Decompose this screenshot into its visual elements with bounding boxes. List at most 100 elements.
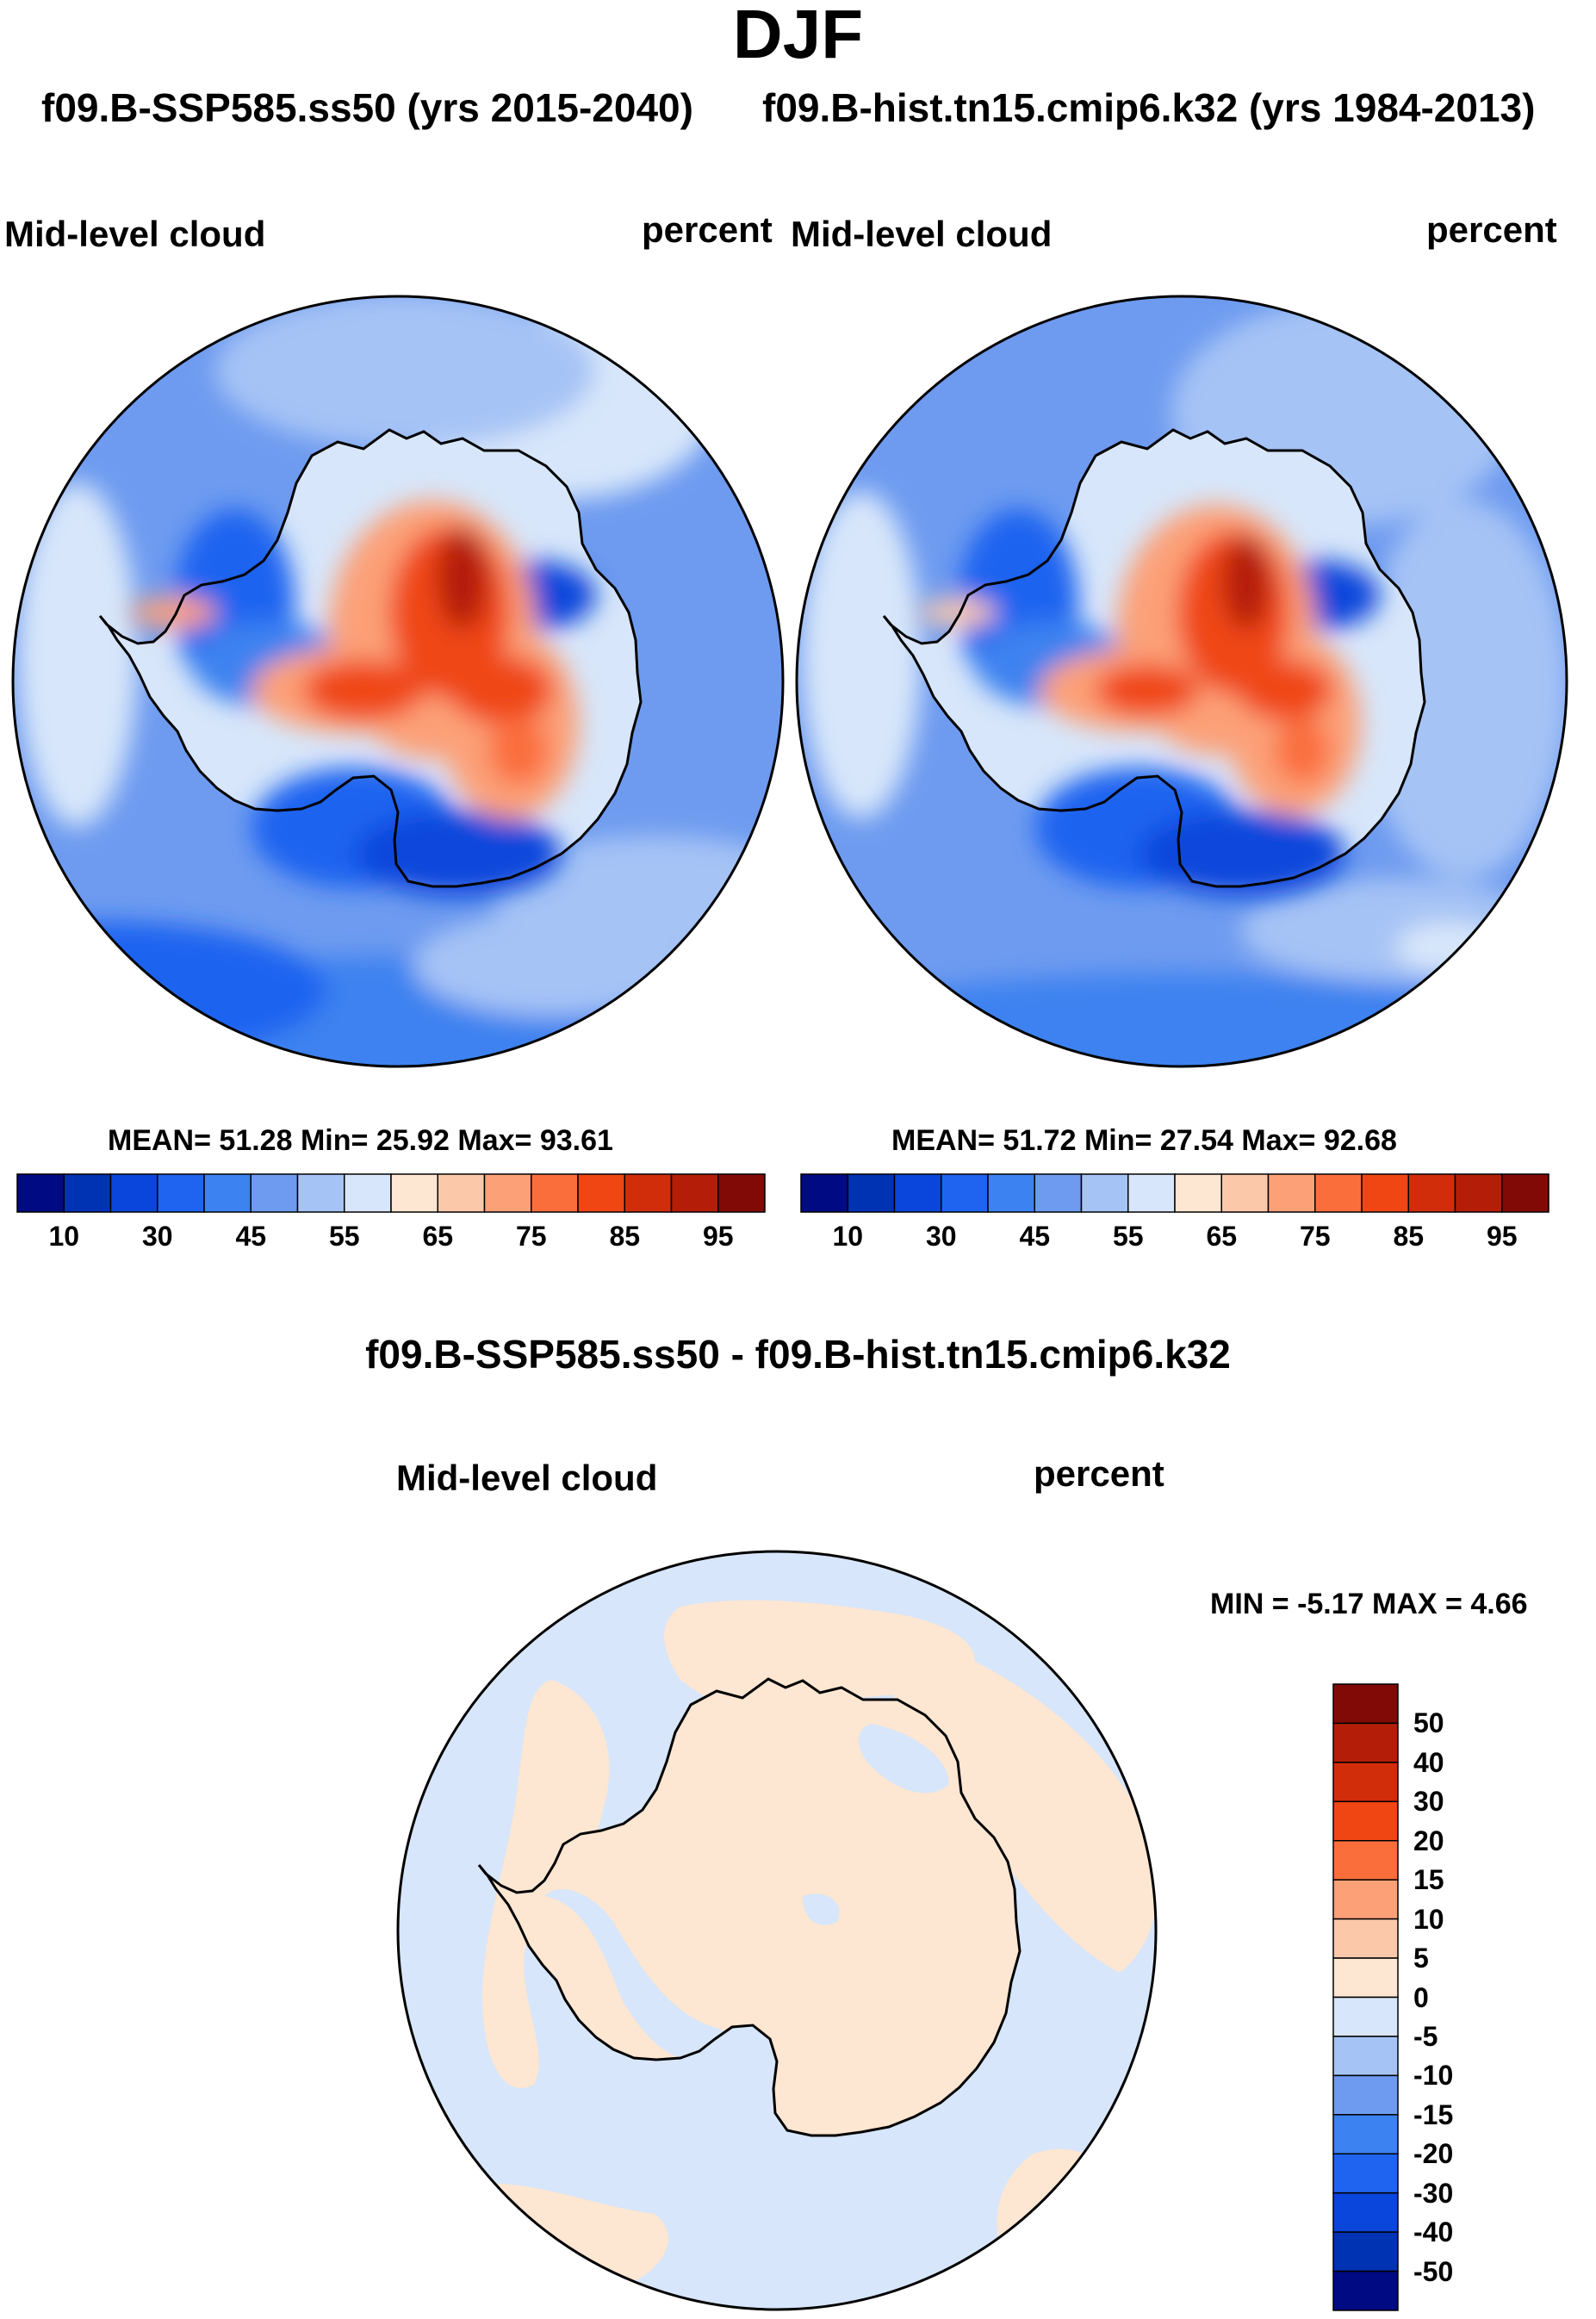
colorbar1-swatch: [63, 1173, 112, 1213]
colorbar2-swatch: [1407, 1173, 1456, 1213]
panel1-units-label: percent: [642, 209, 773, 250]
colorbar3-swatch: [1332, 1957, 1399, 1999]
colorbar3-swatch: [1332, 1683, 1399, 1725]
colorbar2-swatch: [1080, 1173, 1129, 1213]
figure-title: DJF: [732, 0, 864, 72]
colorbar1-swatch: [624, 1173, 673, 1213]
panel1-max-label: Max=: [457, 1124, 532, 1157]
colorbar3-tick-label: 10: [1413, 1903, 1444, 1935]
colorbar3-tick-label: -20: [1413, 2138, 1454, 2170]
panel2-variable-label: Mid-level cloud: [791, 214, 1053, 254]
colorbar1-tick-label: 30: [141, 1221, 173, 1252]
panel2-min-label: Min=: [1084, 1124, 1152, 1157]
colorbar3-tick-label: -40: [1413, 2216, 1454, 2248]
colorbar3-tick-label: 50: [1413, 1707, 1444, 1739]
colorbar3-tick-label: 5: [1413, 1943, 1429, 1974]
colorbar2-tick-label: 45: [1019, 1221, 1051, 1252]
panel-title-hist: f09.B-hist.tn15.cmip6.k32 (yrs 1984-2013…: [762, 85, 1536, 130]
colorbar2-tick-label: 10: [832, 1221, 864, 1252]
colorbar2-swatch: [1314, 1173, 1363, 1213]
colorbar2-tick-label: 85: [1393, 1221, 1425, 1252]
panel1-min-value: 25.92: [376, 1124, 450, 1157]
map-panel-difference: [396, 1550, 1158, 2311]
colorbar1-tick-label: 55: [328, 1221, 360, 1252]
colorbar3-tick-label: 20: [1413, 1825, 1444, 1856]
colorbar3-swatch: [1332, 1722, 1399, 1763]
panel2-mean-label: MEAN=: [891, 1124, 995, 1157]
panel2-max-label: Max=: [1241, 1124, 1316, 1157]
colorbar1-swatch: [16, 1173, 65, 1213]
colorbar3-tick-label: 15: [1413, 1864, 1444, 1896]
panel1-mean-value: 51.28: [219, 1124, 293, 1157]
colorbar2-swatch: [1267, 1173, 1316, 1213]
panel1-mean-label: MEAN=: [108, 1124, 211, 1157]
colorbar2-swatch: [1220, 1173, 1270, 1213]
colorbar1-swatch: [577, 1173, 625, 1213]
colorbar1-swatch: [344, 1173, 392, 1213]
colorbar2-tick-label: 30: [925, 1221, 957, 1252]
colorbar2-swatch: [847, 1173, 896, 1213]
colorbar2-swatch: [1361, 1173, 1409, 1213]
colorbar3-tick-label: -50: [1413, 2255, 1454, 2287]
diff-panel-title: f09.B-SSP585.ss50 - f09.B-hist.tn15.cmip…: [365, 1332, 1231, 1377]
colorbar2-swatch: [800, 1173, 848, 1213]
map2-antarctica-field: [882, 428, 1426, 897]
colorbar1-swatch: [390, 1173, 438, 1213]
colorbar3-swatch: [1332, 2114, 1399, 2154]
map-panel-ssp585: [11, 295, 785, 1068]
colorbar3-swatch: [1332, 1918, 1399, 1959]
panel1-variable-label: Mid-level cloud: [4, 214, 266, 254]
colorbar2-tick-label: 95: [1486, 1221, 1518, 1252]
colorbar1: [16, 1173, 766, 1213]
colorbar1-tick-label: 95: [702, 1221, 734, 1252]
panel3-min-value: -5.17: [1297, 1588, 1364, 1620]
colorbar3-tick-label: -15: [1413, 2098, 1454, 2130]
colorbar3-tick-label: 30: [1413, 1786, 1444, 1818]
colorbar1-swatch: [483, 1173, 532, 1213]
colorbar1-swatch: [250, 1173, 299, 1213]
map2-outline: [795, 295, 1568, 1068]
colorbar2-swatch: [1454, 1173, 1503, 1213]
colorbar2: [800, 1173, 1549, 1213]
colorbar1-swatch: [717, 1173, 766, 1213]
colorbar2-swatch: [893, 1173, 942, 1213]
panel2-stats: MEAN= 51.72 Min= 27.54 Max= 92.68: [891, 1124, 1397, 1158]
panel3-variable-label: Mid-level cloud: [396, 1458, 658, 1498]
colorbar3-tick-label: -30: [1413, 2177, 1454, 2209]
panel3-units-label: percent: [1034, 1453, 1164, 1494]
colorbar1-swatch: [296, 1173, 345, 1213]
colorbar1-swatch: [109, 1173, 158, 1213]
colorbar1-swatch: [670, 1173, 719, 1213]
panel1-min-label: Min=: [300, 1124, 369, 1157]
colorbar3-swatch: [1332, 2270, 1399, 2311]
colorbar3: [1332, 1683, 1399, 2311]
colorbar2-swatch: [1501, 1173, 1549, 1213]
colorbar3-swatch: [1332, 1840, 1399, 1881]
colorbar3-swatch: [1332, 2231, 1399, 2272]
colorbar2-tick-label: 75: [1299, 1221, 1331, 1252]
map1-antarctica-field: [98, 428, 643, 897]
panel1-max-value: 93.61: [539, 1124, 613, 1157]
colorbar3-tick-label: -5: [1413, 2020, 1438, 2052]
panel-title-ssp585: f09.B-SSP585.ss50 (yrs 2015-2040): [41, 85, 693, 130]
colorbar3-swatch: [1332, 1762, 1399, 1803]
colorbar3-tick-label: -10: [1413, 2060, 1454, 2092]
panel1-stats: MEAN= 51.28 Min= 25.92 Max= 93.61: [108, 1124, 613, 1158]
colorbar1-swatch: [157, 1173, 205, 1213]
map3-outline: [396, 1550, 1158, 2311]
panel3-max-label: MAX =: [1372, 1588, 1462, 1620]
colorbar1-tick-label: 75: [515, 1221, 547, 1252]
colorbar3-swatch: [1332, 1996, 1399, 2037]
colorbar1-tick-label: 85: [609, 1221, 641, 1252]
panel3-max-value: 4.66: [1470, 1588, 1528, 1620]
colorbar2-swatch: [1034, 1173, 1083, 1213]
colorbar2-swatch: [1174, 1173, 1222, 1213]
colorbar1-tick-label: 45: [235, 1221, 267, 1252]
panel2-max-value: 92.68: [1323, 1124, 1397, 1157]
colorbar3-swatch: [1332, 2192, 1399, 2233]
colorbar2-swatch: [941, 1173, 989, 1213]
colorbar1-swatch: [437, 1173, 486, 1213]
colorbar3-swatch: [1332, 2036, 1399, 2077]
map-panel-hist: [795, 295, 1568, 1068]
